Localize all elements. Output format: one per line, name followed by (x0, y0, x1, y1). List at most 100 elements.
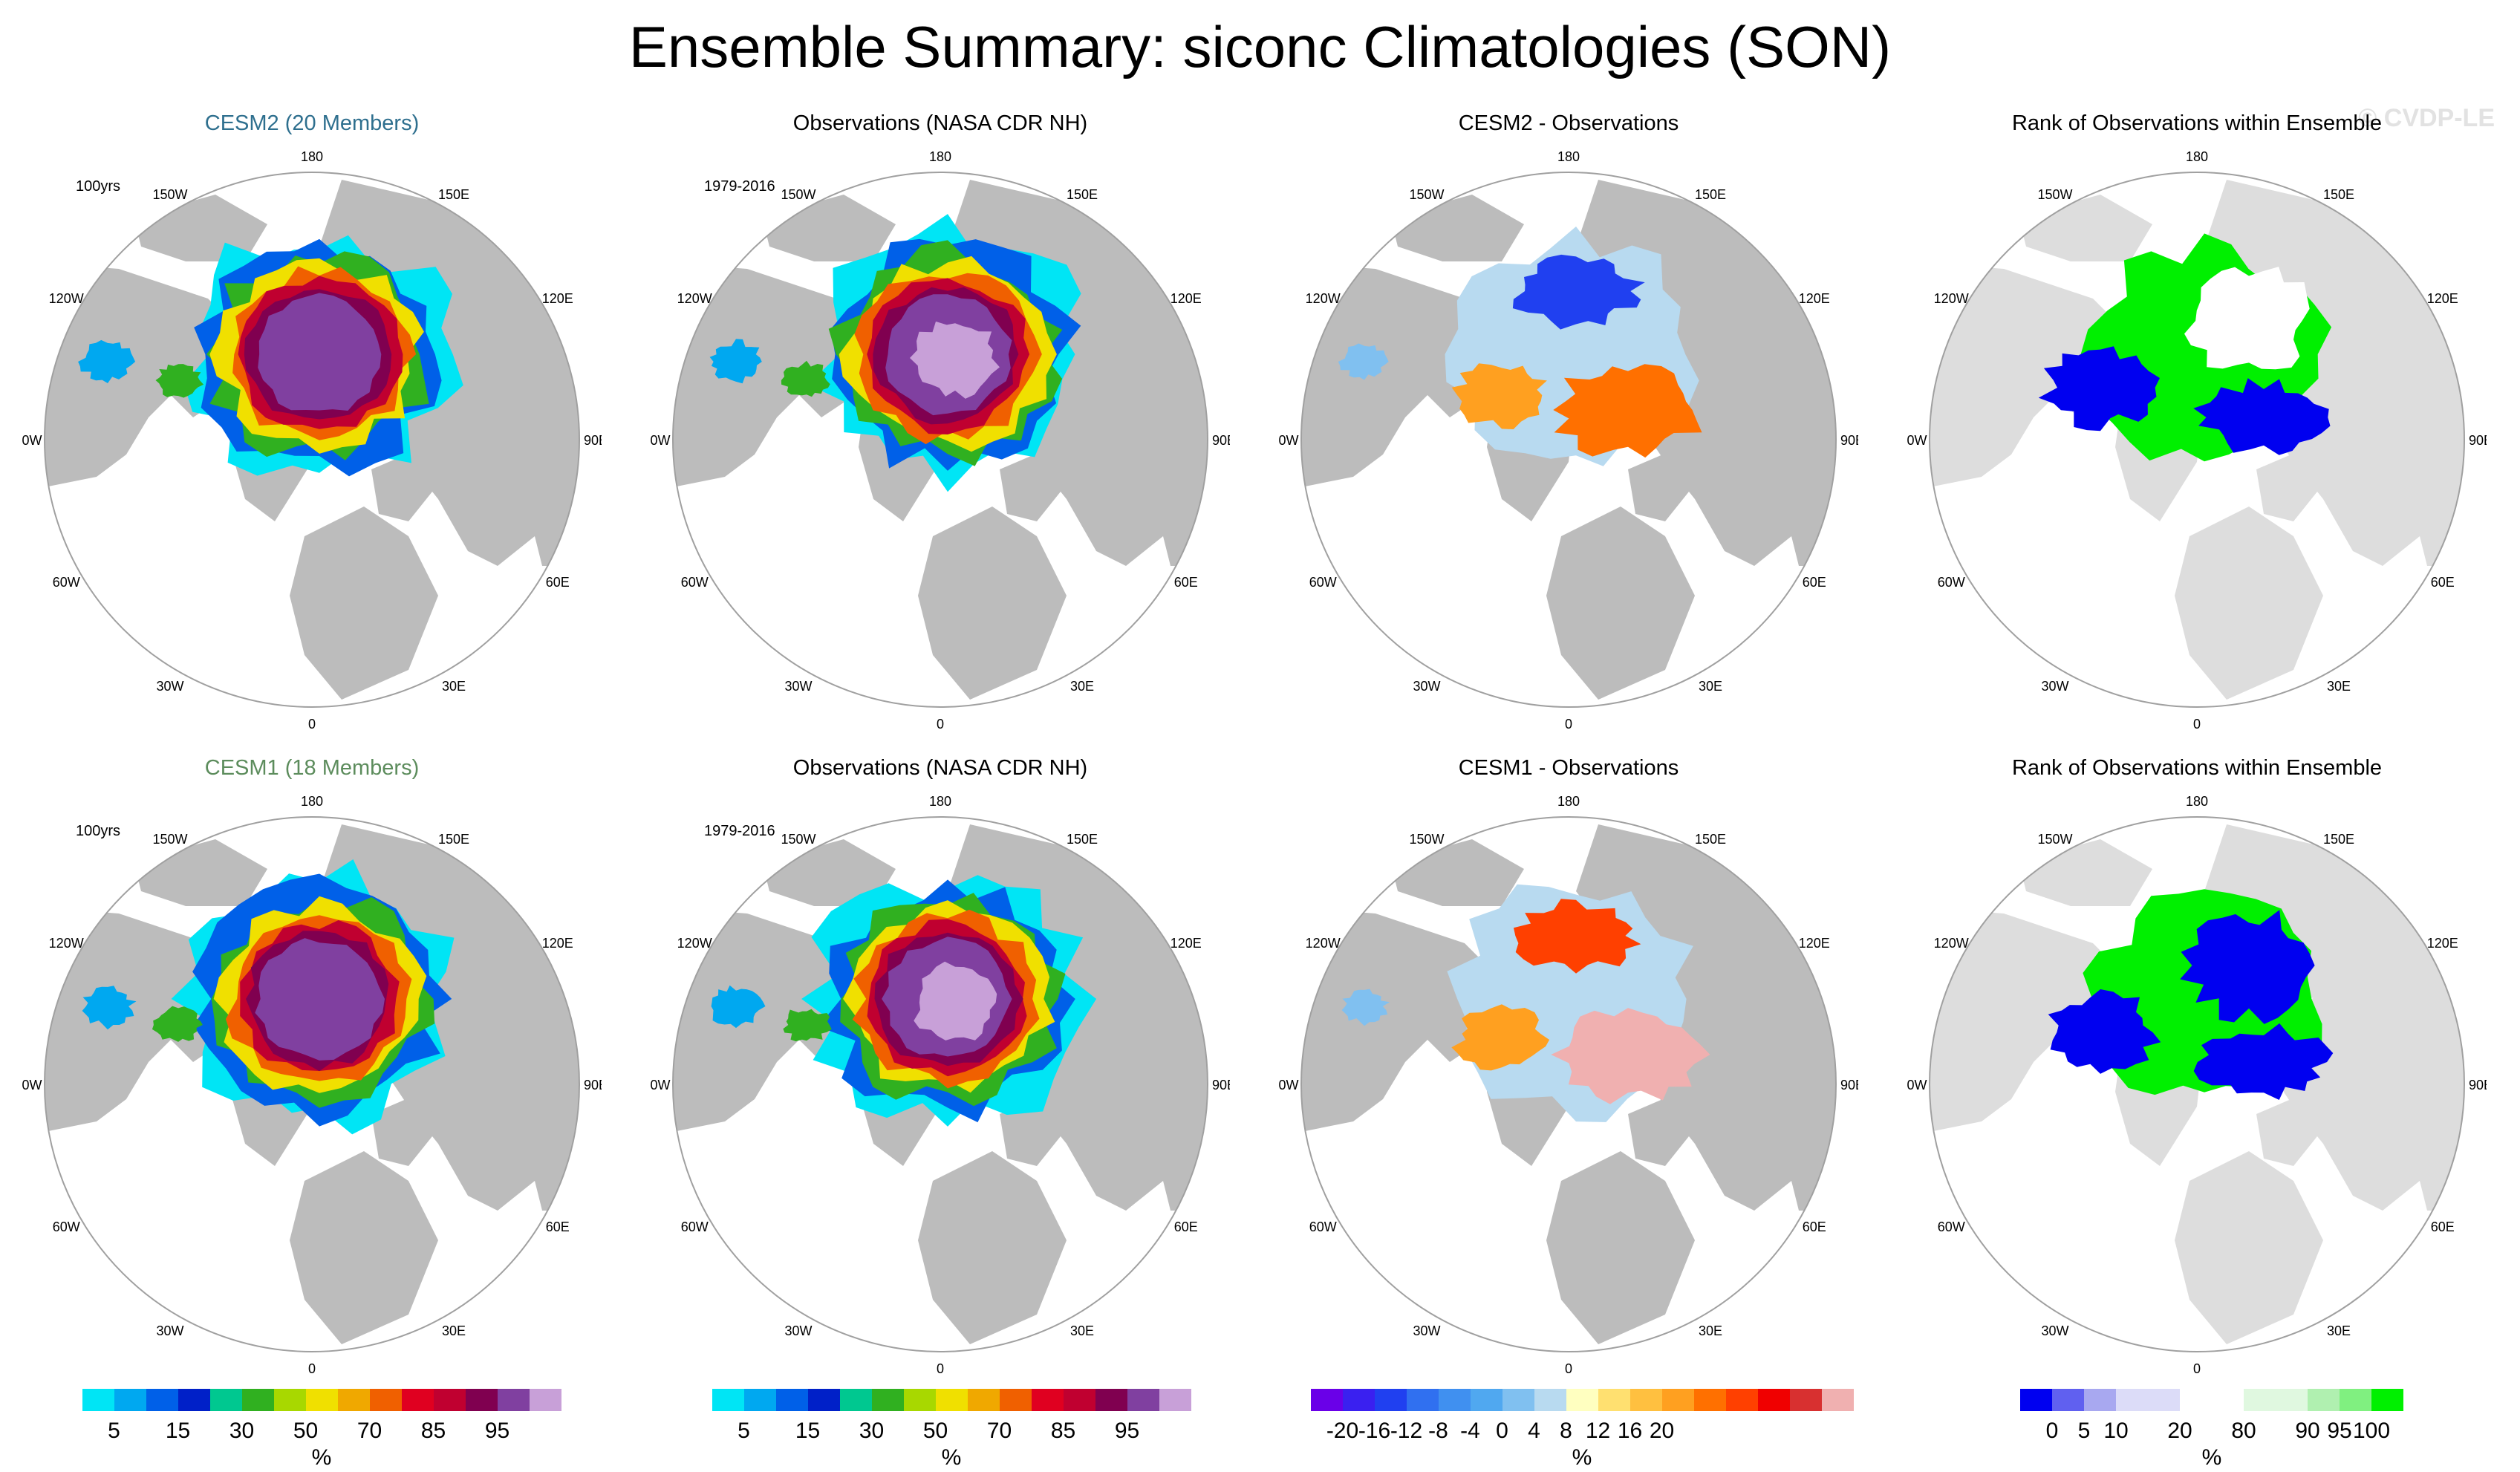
lon-label-30E: 30E (1070, 679, 1094, 694)
colorbar-unit: % (311, 1445, 332, 1470)
diff-positive-west (1451, 363, 1547, 429)
rank-low (2048, 989, 2161, 1074)
europe-land (1546, 1151, 1695, 1344)
colorbar-box (146, 1389, 178, 1411)
lon-label-150W: 150W (152, 187, 187, 202)
lon-label-60E: 60E (2431, 575, 2455, 590)
colorbar-unit: % (2201, 1445, 2222, 1470)
lon-label-90E: 90E (2469, 433, 2487, 448)
polar-map: 180 150E 120E 90E 60E 30E 0 30W 60W 90W 120W 150W (651, 795, 1230, 1374)
lon-label-180: 180 (301, 150, 323, 164)
colorbar-box (2371, 1389, 2403, 1411)
map-boundary (44, 172, 580, 708)
sea-ice-contour (258, 293, 382, 411)
colorbar-box (1310, 1389, 1343, 1411)
lon-label-180: 180 (929, 795, 951, 809)
colorbar-tick-label: 20 (2167, 1419, 2192, 1443)
colorbar-tick-label: 15 (795, 1419, 821, 1443)
colorbar-box (305, 1389, 338, 1411)
north-america-land (1301, 906, 1502, 1136)
lon-label-30E: 30E (442, 1323, 466, 1338)
watermark: © CVDP-LE (2358, 104, 2495, 132)
rank-low-atlantic (2193, 378, 2331, 455)
colorbar-tick-label: 70 (986, 1419, 1012, 1443)
lon-label-30E: 30E (442, 679, 466, 694)
colorbar-box (712, 1389, 744, 1411)
lon-label-90W: 90W (1907, 1078, 1927, 1092)
polar-map: 180 150E 120E 90E 60E 30E 0 30W 60W 90W 120W 150W (651, 150, 1230, 729)
colorbar-box (2084, 1389, 2116, 1411)
lon-label-60W: 60W (1938, 575, 1965, 590)
colorbar-box (1470, 1389, 1502, 1411)
rank-low-atlantic (2193, 1023, 2334, 1100)
colorbar-box (433, 1389, 466, 1411)
north-america-land (673, 906, 873, 1136)
colorbar-box (743, 1389, 776, 1411)
baffin-ice (783, 1009, 832, 1042)
colorbar-box (1438, 1389, 1471, 1411)
scandinavia-land (371, 1092, 438, 1166)
sea-ice-contour (255, 938, 385, 1061)
lon-label-60W: 60W (53, 575, 80, 590)
colorbar-tick-label: 30 (229, 1419, 255, 1443)
lon-label-90W: 90W (22, 433, 42, 448)
scandinavia-land (1628, 447, 1695, 521)
colorbar-box (337, 1389, 370, 1411)
lon-label-120W: 120W (1306, 291, 1341, 306)
colorbar-box (1725, 1389, 1758, 1411)
colorbar-diff: -20 -16 -12 -8 -4 0 4 8 12 16 20% (1310, 1383, 1854, 1472)
baffin-ice (155, 364, 204, 398)
europe-land (2175, 507, 2323, 700)
colorbar-tick-label: 10 (2103, 1419, 2129, 1443)
lon-label-90W: 90W (22, 1078, 42, 1092)
lon-label-60W: 60W (681, 575, 709, 590)
lon-label-30E: 30E (2327, 679, 2351, 694)
colorbar-tick-label: 0 (1496, 1419, 1508, 1443)
lon-label-120E: 120E (1799, 291, 1830, 306)
diff-pacific (1514, 899, 1641, 974)
colorbar-box (273, 1389, 306, 1411)
colorbar-tick-label: 70 (356, 1419, 382, 1443)
lon-label-180: 180 (1557, 150, 1580, 164)
north-america-land (45, 261, 245, 492)
colorbar-box (903, 1389, 936, 1411)
lon-label-150E: 150E (438, 187, 469, 202)
map-boundary (1300, 816, 1837, 1352)
lon-label-60E: 60E (1174, 1219, 1198, 1234)
hudson-bay-diff (1338, 343, 1389, 380)
lon-label-60E: 60E (1174, 575, 1198, 590)
figure-title: Ensemble Summary: siconc Climatologies (… (628, 14, 1892, 79)
lon-label-90E: 90E (1212, 433, 1230, 448)
lon-label-180: 180 (301, 795, 323, 809)
map-boundary (44, 816, 580, 1352)
colorbar-box (1534, 1389, 1566, 1411)
colorbar-tick-label: 90 (2295, 1419, 2320, 1443)
lon-label-150E: 150E (1067, 832, 1098, 847)
colorbar-tick-label: 80 (2231, 1419, 2256, 1443)
map-panel-cesm1-mean: CESM1 (18 Members) 100yrs 180 150E 120E 90E 60… (22, 756, 602, 1410)
lon-label-150W: 150W (2037, 187, 2072, 202)
lon-label-120E: 120E (542, 291, 573, 306)
colorbar-tick-label: 95 (484, 1419, 510, 1443)
hudson-bay-diff (1341, 989, 1390, 1026)
panel-title: CESM2 - Observations (1458, 111, 1679, 135)
hudson-bay-ice (82, 986, 137, 1030)
hudson-bay-ice (709, 339, 762, 384)
colorbar-conc-1: 5 15 30 50 70 85 95% (82, 1383, 561, 1472)
lon-label-150W: 150W (1409, 187, 1444, 202)
lon-label-0: 0 (2193, 717, 2201, 729)
colorbar-box (1789, 1389, 1822, 1411)
lon-label-180: 180 (2186, 795, 2208, 809)
colorbar-tick-label: -20 (1326, 1419, 1359, 1443)
colorbar-box (1031, 1389, 1064, 1411)
lon-label-120W: 120W (1306, 936, 1341, 951)
colorbar-box (871, 1389, 904, 1411)
lon-label-150W: 150W (152, 832, 187, 847)
lon-label-60E: 60E (1803, 1219, 1826, 1234)
lon-label-30E: 30E (1070, 1323, 1094, 1338)
panel-title: Observations (NASA CDR NH) (792, 756, 1088, 780)
polar-map: 180 150E 120E 90E 60E 30E 0 30W 60W 90W 120W 150W (22, 150, 602, 729)
colorbar-box (82, 1389, 114, 1411)
colorbar-ticks: -20 -16 -12 -8 -4 0 4 8 12 16 20 (1311, 1419, 1854, 1444)
lon-label-120W: 120W (1934, 291, 1969, 306)
